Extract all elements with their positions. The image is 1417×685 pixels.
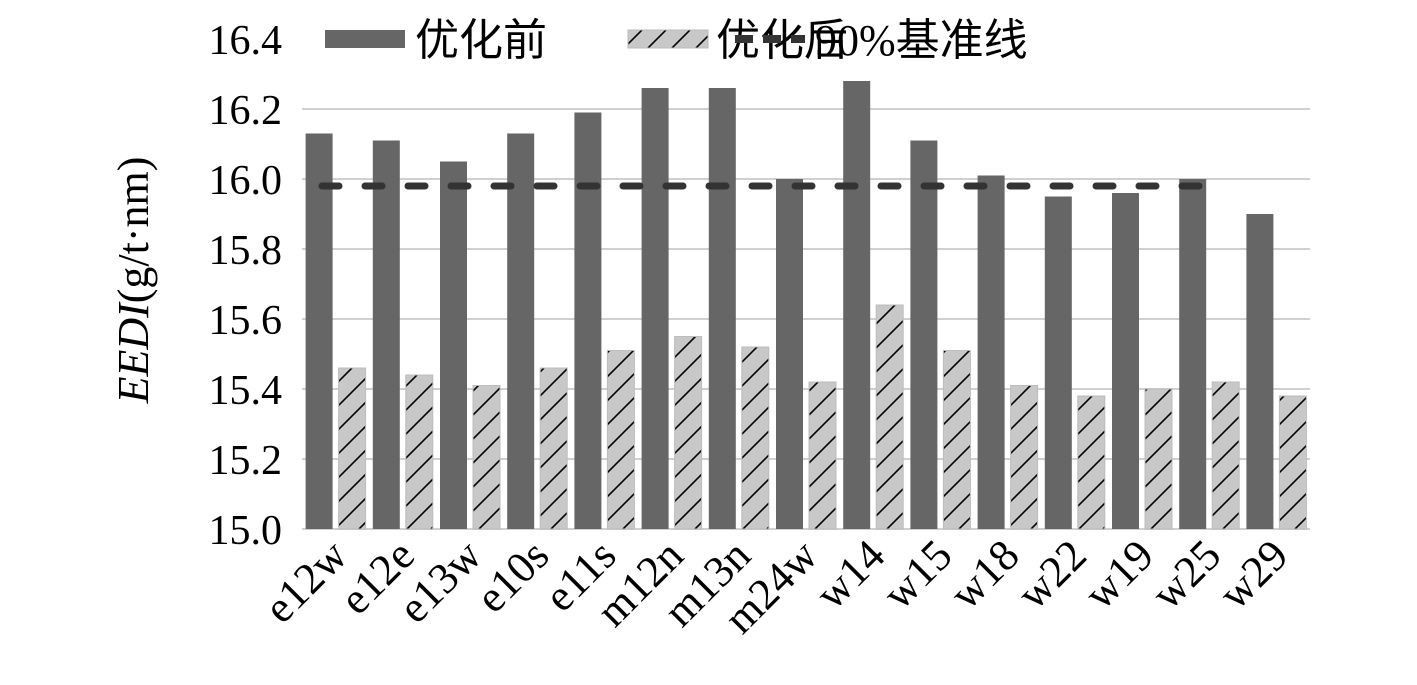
bar-before xyxy=(574,112,602,529)
bar-before xyxy=(708,88,736,529)
y-axis-label: EEDI(g/t·nm) xyxy=(109,157,158,405)
x-tick-label: w18 xyxy=(940,530,1028,618)
bar-after xyxy=(741,346,770,530)
x-tick-label: w19 xyxy=(1075,530,1163,618)
bar-after xyxy=(606,350,635,530)
bar-after xyxy=(338,367,367,530)
bar-before xyxy=(843,81,871,529)
legend-label-reference: 90%基准线 xyxy=(815,16,1028,65)
legend-swatch-before xyxy=(325,30,405,48)
bar-after xyxy=(1144,388,1173,530)
x-tick-label: w29 xyxy=(1209,530,1297,618)
x-tick-label: w25 xyxy=(1142,530,1230,618)
y-tick-label: 15.4 xyxy=(209,368,283,414)
bar-before xyxy=(641,88,669,529)
y-tick-label: 16.0 xyxy=(209,158,283,204)
y-tick-label: 15.0 xyxy=(209,508,283,554)
y-tick-label: 15.2 xyxy=(209,438,283,484)
bar-before xyxy=(1044,196,1072,529)
legend-label-before: 优化前 xyxy=(415,16,547,65)
bar-before xyxy=(507,133,535,529)
bar-after xyxy=(472,385,501,530)
y-tick-label: 15.6 xyxy=(209,298,283,344)
x-tick-label: w14 xyxy=(806,530,894,618)
bar-after xyxy=(875,304,904,530)
x-tick-label: w15 xyxy=(873,530,961,618)
bar-after xyxy=(1010,385,1039,530)
bar-after xyxy=(1211,381,1240,530)
y-tick-label: 16.4 xyxy=(209,18,283,64)
bar-after xyxy=(808,381,837,530)
bar-after xyxy=(405,374,434,530)
bar-before xyxy=(1112,193,1139,529)
y-tick-label: 15.8 xyxy=(209,228,283,274)
bar-after xyxy=(1077,395,1106,530)
bar-before xyxy=(1246,214,1274,529)
bar-before xyxy=(910,140,938,529)
bar-before xyxy=(977,175,1005,529)
legend-swatch-after xyxy=(627,29,709,49)
bar-before xyxy=(305,133,333,529)
bar-after xyxy=(942,350,971,530)
bar-after xyxy=(674,336,703,530)
bar-after xyxy=(1278,395,1307,530)
bar-before xyxy=(776,179,803,529)
bar-before xyxy=(1179,179,1207,529)
x-tick-label: w22 xyxy=(1008,530,1096,618)
bar-before xyxy=(440,161,467,529)
bar-before xyxy=(372,140,400,529)
y-tick-label: 16.2 xyxy=(209,88,283,134)
bar-after xyxy=(539,367,568,530)
legend: 优化前 优化后 90%基准线 xyxy=(325,16,1028,65)
